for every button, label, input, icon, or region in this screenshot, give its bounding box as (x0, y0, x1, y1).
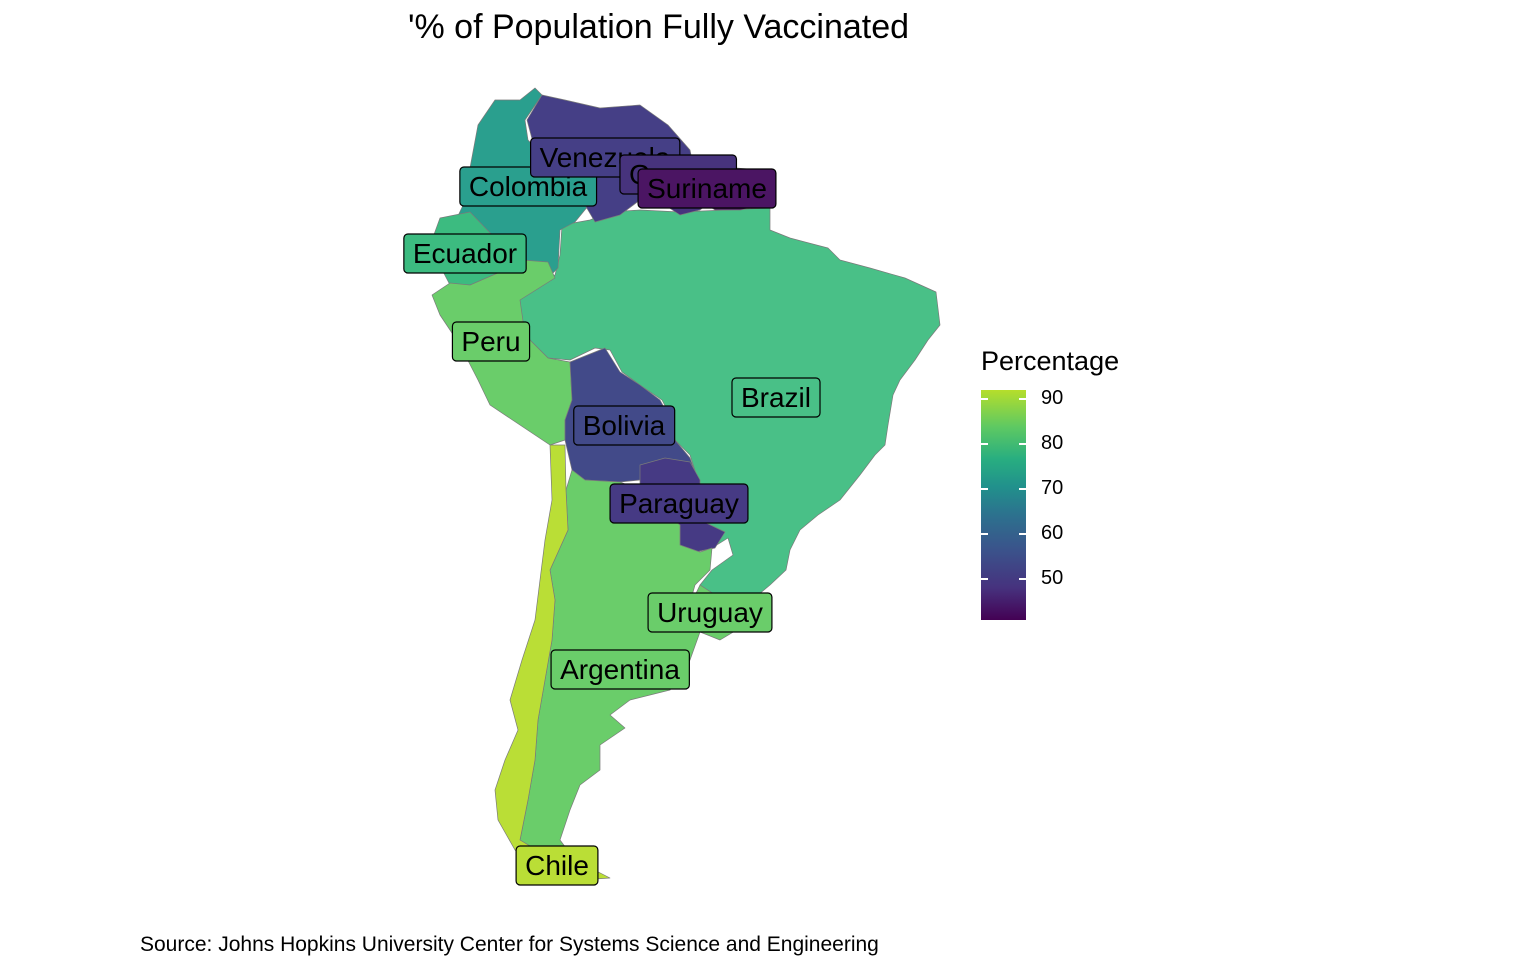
country-label-text: Suriname (647, 173, 767, 204)
country-label-box (647, 592, 773, 633)
legend-tick-mark (1019, 578, 1026, 580)
map-title: '% of Population Fully Vaccinated (408, 8, 910, 46)
country-label-text: Uruguay (657, 597, 763, 628)
legend-tick-label: 60 (1041, 522, 1064, 544)
country-chile[interactable] (494, 444, 611, 881)
legend-tick-mark (981, 398, 988, 400)
legend-tick-label: 80 (1041, 432, 1064, 454)
legend-tick-mark (981, 443, 988, 445)
legend-tick-mark (1019, 443, 1026, 445)
legend-colorbar (981, 390, 1026, 620)
country-label-paraguay: Paraguay (609, 483, 749, 524)
country-label-box (637, 168, 777, 209)
country-label-bolivia: Bolivia (573, 405, 676, 446)
country-label-text: Peru (461, 326, 520, 357)
country-label-uruguay: Uruguay (647, 592, 773, 633)
legend-tick-label: 70 (1041, 477, 1064, 499)
legend-tick-mark (981, 578, 988, 580)
legend-tick-mark (981, 533, 988, 535)
country-label-peru: Peru (451, 321, 531, 362)
country-label-brazil: Brazil (731, 377, 821, 418)
country-label-ecuador: Ecuador (403, 233, 527, 274)
country-label-box (403, 233, 527, 274)
legend-tick-mark (1019, 533, 1026, 535)
country-label-box (451, 321, 531, 362)
legend-tick-mark (1019, 488, 1026, 490)
country-label-suriname: Suriname (637, 168, 777, 209)
legend-tick-mark (1019, 398, 1026, 400)
legend-tick-mark (981, 488, 988, 490)
legend-tick-label: 90 (1041, 387, 1064, 409)
country-label-chile: Chile (515, 845, 599, 886)
country-label-text: Ecuador (413, 238, 517, 269)
country-label-box (731, 377, 821, 418)
country-label-box (515, 845, 599, 886)
country-label-box (609, 483, 749, 524)
country-label-text: Paraguay (619, 488, 739, 519)
country-label-argentina: Argentina (550, 649, 690, 690)
country-label-text: Argentina (560, 654, 680, 685)
legend-title: Percentage (981, 346, 1120, 376)
legend-tick-label: 50 (1041, 567, 1064, 589)
source-caption: Source: Johns Hopkins University Center … (140, 933, 879, 956)
country-label-text: Chile (525, 850, 589, 881)
country-label-text: Bolivia (583, 410, 666, 441)
country-label-text: Brazil (741, 382, 811, 413)
country-label-box (550, 649, 690, 690)
country-label-box (573, 405, 676, 446)
